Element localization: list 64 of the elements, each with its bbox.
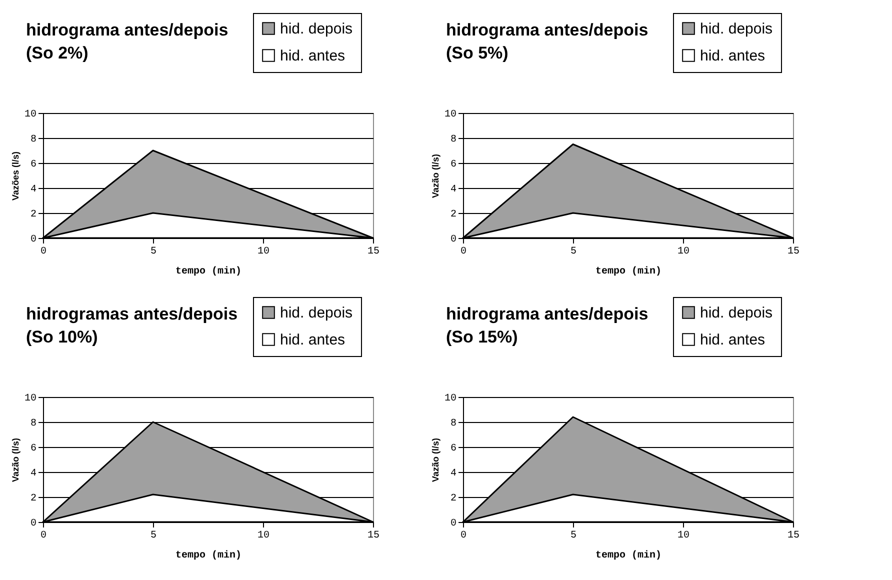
y-tick-label: 8	[450, 134, 456, 146]
y-tick-label: 6	[450, 444, 456, 454]
y-tick-label: 2	[30, 210, 36, 220]
x-axis-title: tempo (min)	[595, 550, 662, 562]
legend-label: hid. antes	[280, 48, 346, 64]
y-tick-label: 0	[450, 518, 456, 530]
chart-title: hidrograma antes/depois	[26, 20, 228, 40]
y-tick-label: 4	[30, 468, 36, 480]
chart-subtitle: (So 5%)	[446, 44, 508, 62]
y-tick-label: 2	[450, 210, 456, 220]
y-tick-label: 6	[30, 160, 36, 170]
y-tick-label: 8	[30, 418, 36, 430]
legend-label: hid. depois	[700, 304, 773, 322]
x-tick-label: 5	[150, 246, 157, 258]
y-tick-label: 10	[444, 110, 456, 120]
legend-label: hid. antes	[700, 48, 766, 64]
x-tick-label: 10	[677, 530, 690, 542]
x-tick-label: 15	[787, 246, 800, 258]
chart-subtitle: (So 10%)	[26, 328, 98, 346]
x-tick-label: 15	[787, 530, 800, 542]
chart-subtitle: (So 2%)	[26, 44, 88, 62]
x-tick-label: 15	[367, 530, 380, 542]
x-tick-label: 0	[40, 246, 47, 258]
x-tick-label: 0	[40, 530, 47, 542]
y-axis-title: Vazão (l/s)	[10, 438, 20, 482]
legend-label: hid. antes	[700, 332, 766, 348]
x-tick-label: 10	[677, 246, 690, 258]
y-tick-label: 0	[450, 234, 456, 246]
legend-label: hid. depois	[280, 20, 353, 38]
y-tick-label: 10	[24, 394, 36, 404]
y-tick-label: 4	[30, 184, 36, 196]
x-tick-label: 5	[570, 530, 577, 542]
x-tick-label: 10	[257, 246, 270, 258]
legend-label: hid. depois	[700, 20, 773, 38]
chart-title: hidrograma antes/depois	[446, 20, 648, 40]
x-axis-title: tempo (min)	[175, 266, 242, 278]
y-tick-label: 2	[30, 494, 36, 504]
y-tick-label: 10	[444, 394, 456, 404]
legend-label: hid. depois	[280, 304, 353, 322]
x-axis-title: tempo (min)	[175, 550, 242, 562]
y-tick-label: 6	[450, 160, 456, 170]
y-tick-label: 10	[24, 110, 36, 120]
y-tick-label: 6	[30, 444, 36, 454]
y-axis-title: Vazão (l/s)	[430, 438, 440, 482]
y-tick-label: 4	[450, 184, 456, 196]
legend-label: hid. antes	[280, 332, 346, 348]
x-tick-label: 15	[367, 246, 380, 258]
y-tick-label: 8	[450, 418, 456, 430]
x-tick-label: 5	[570, 246, 577, 258]
x-tick-label: 5	[150, 530, 157, 542]
x-axis-title: tempo (min)	[595, 266, 662, 278]
x-tick-label: 0	[460, 530, 467, 542]
y-axis-title: Vazão (l/s)	[430, 154, 440, 198]
x-tick-label: 10	[257, 530, 270, 542]
chart-title: hidrogramas antes/depois	[26, 304, 238, 324]
y-tick-label: 4	[450, 468, 456, 480]
y-tick-label: 0	[30, 518, 36, 530]
y-tick-label: 0	[30, 234, 36, 246]
chart-title: hidrograma antes/depois	[446, 304, 648, 324]
y-tick-label: 2	[450, 494, 456, 504]
y-axis-title: Vazões (l/s)	[10, 151, 20, 201]
y-tick-label: 8	[30, 134, 36, 146]
chart-subtitle: (So 15%)	[446, 328, 518, 346]
x-tick-label: 0	[460, 246, 467, 258]
